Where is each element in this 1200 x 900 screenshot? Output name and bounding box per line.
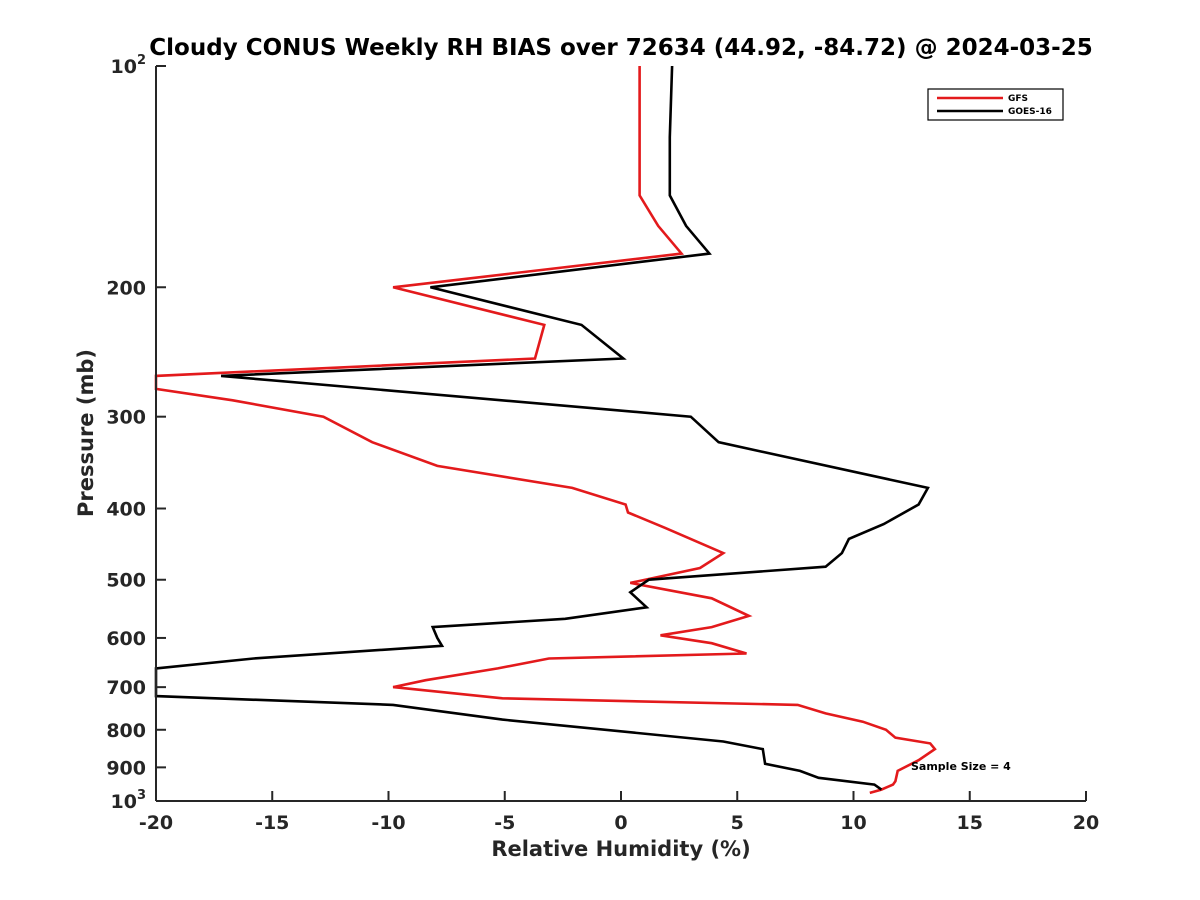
- y-tick-label: 800: [106, 720, 146, 742]
- x-tick-label: 15: [957, 812, 983, 834]
- legend-label-goes16: GOES-16: [1008, 107, 1052, 117]
- y-tick-label: 500: [106, 570, 146, 592]
- x-tick-label: 5: [731, 812, 744, 834]
- legend: GFS GOES-16: [927, 88, 1064, 121]
- y-tick-label: 400: [106, 499, 146, 521]
- y-tick-label: 900: [106, 757, 146, 779]
- x-axis-label: Relative Humidity (%): [491, 837, 750, 861]
- y-tick-label: 700: [106, 677, 146, 699]
- x-tick-label: -15: [255, 812, 289, 834]
- legend-box: [927, 88, 1064, 121]
- sample-size-annotation: Sample Size = 4: [911, 760, 1011, 773]
- legend-label-gfs: GFS: [1008, 94, 1028, 104]
- chart-title: Cloudy CONUS Weekly RH BIAS over 72634 (…: [149, 35, 1092, 61]
- series-layer: [154, 65, 937, 795]
- x-tick-label: -10: [371, 812, 405, 834]
- x-tick-label: -5: [494, 812, 515, 834]
- y-tick-label: 600: [106, 628, 146, 650]
- y-tick-label: 103: [111, 788, 147, 813]
- x-ticks: -20 -15 -10 -5 0 5 10 15 20: [139, 791, 1099, 834]
- y-ticks: 102 200 300 400 500 600 700 800 900 103: [106, 53, 166, 813]
- y-tick-label: 200: [106, 277, 146, 299]
- x-tick-label: 0: [614, 812, 627, 834]
- plot-area: [156, 66, 1086, 801]
- series-line-gfs: [154, 66, 937, 795]
- x-tick-label: -20: [139, 812, 173, 834]
- y-tick-label: 102: [111, 53, 147, 78]
- y-axis-label: Pressure (mb): [74, 349, 98, 517]
- x-tick-label: 10: [840, 812, 866, 834]
- series-line-goes16: [154, 65, 930, 791]
- y-tick-label: 300: [106, 407, 146, 429]
- x-tick-label: 20: [1073, 812, 1099, 834]
